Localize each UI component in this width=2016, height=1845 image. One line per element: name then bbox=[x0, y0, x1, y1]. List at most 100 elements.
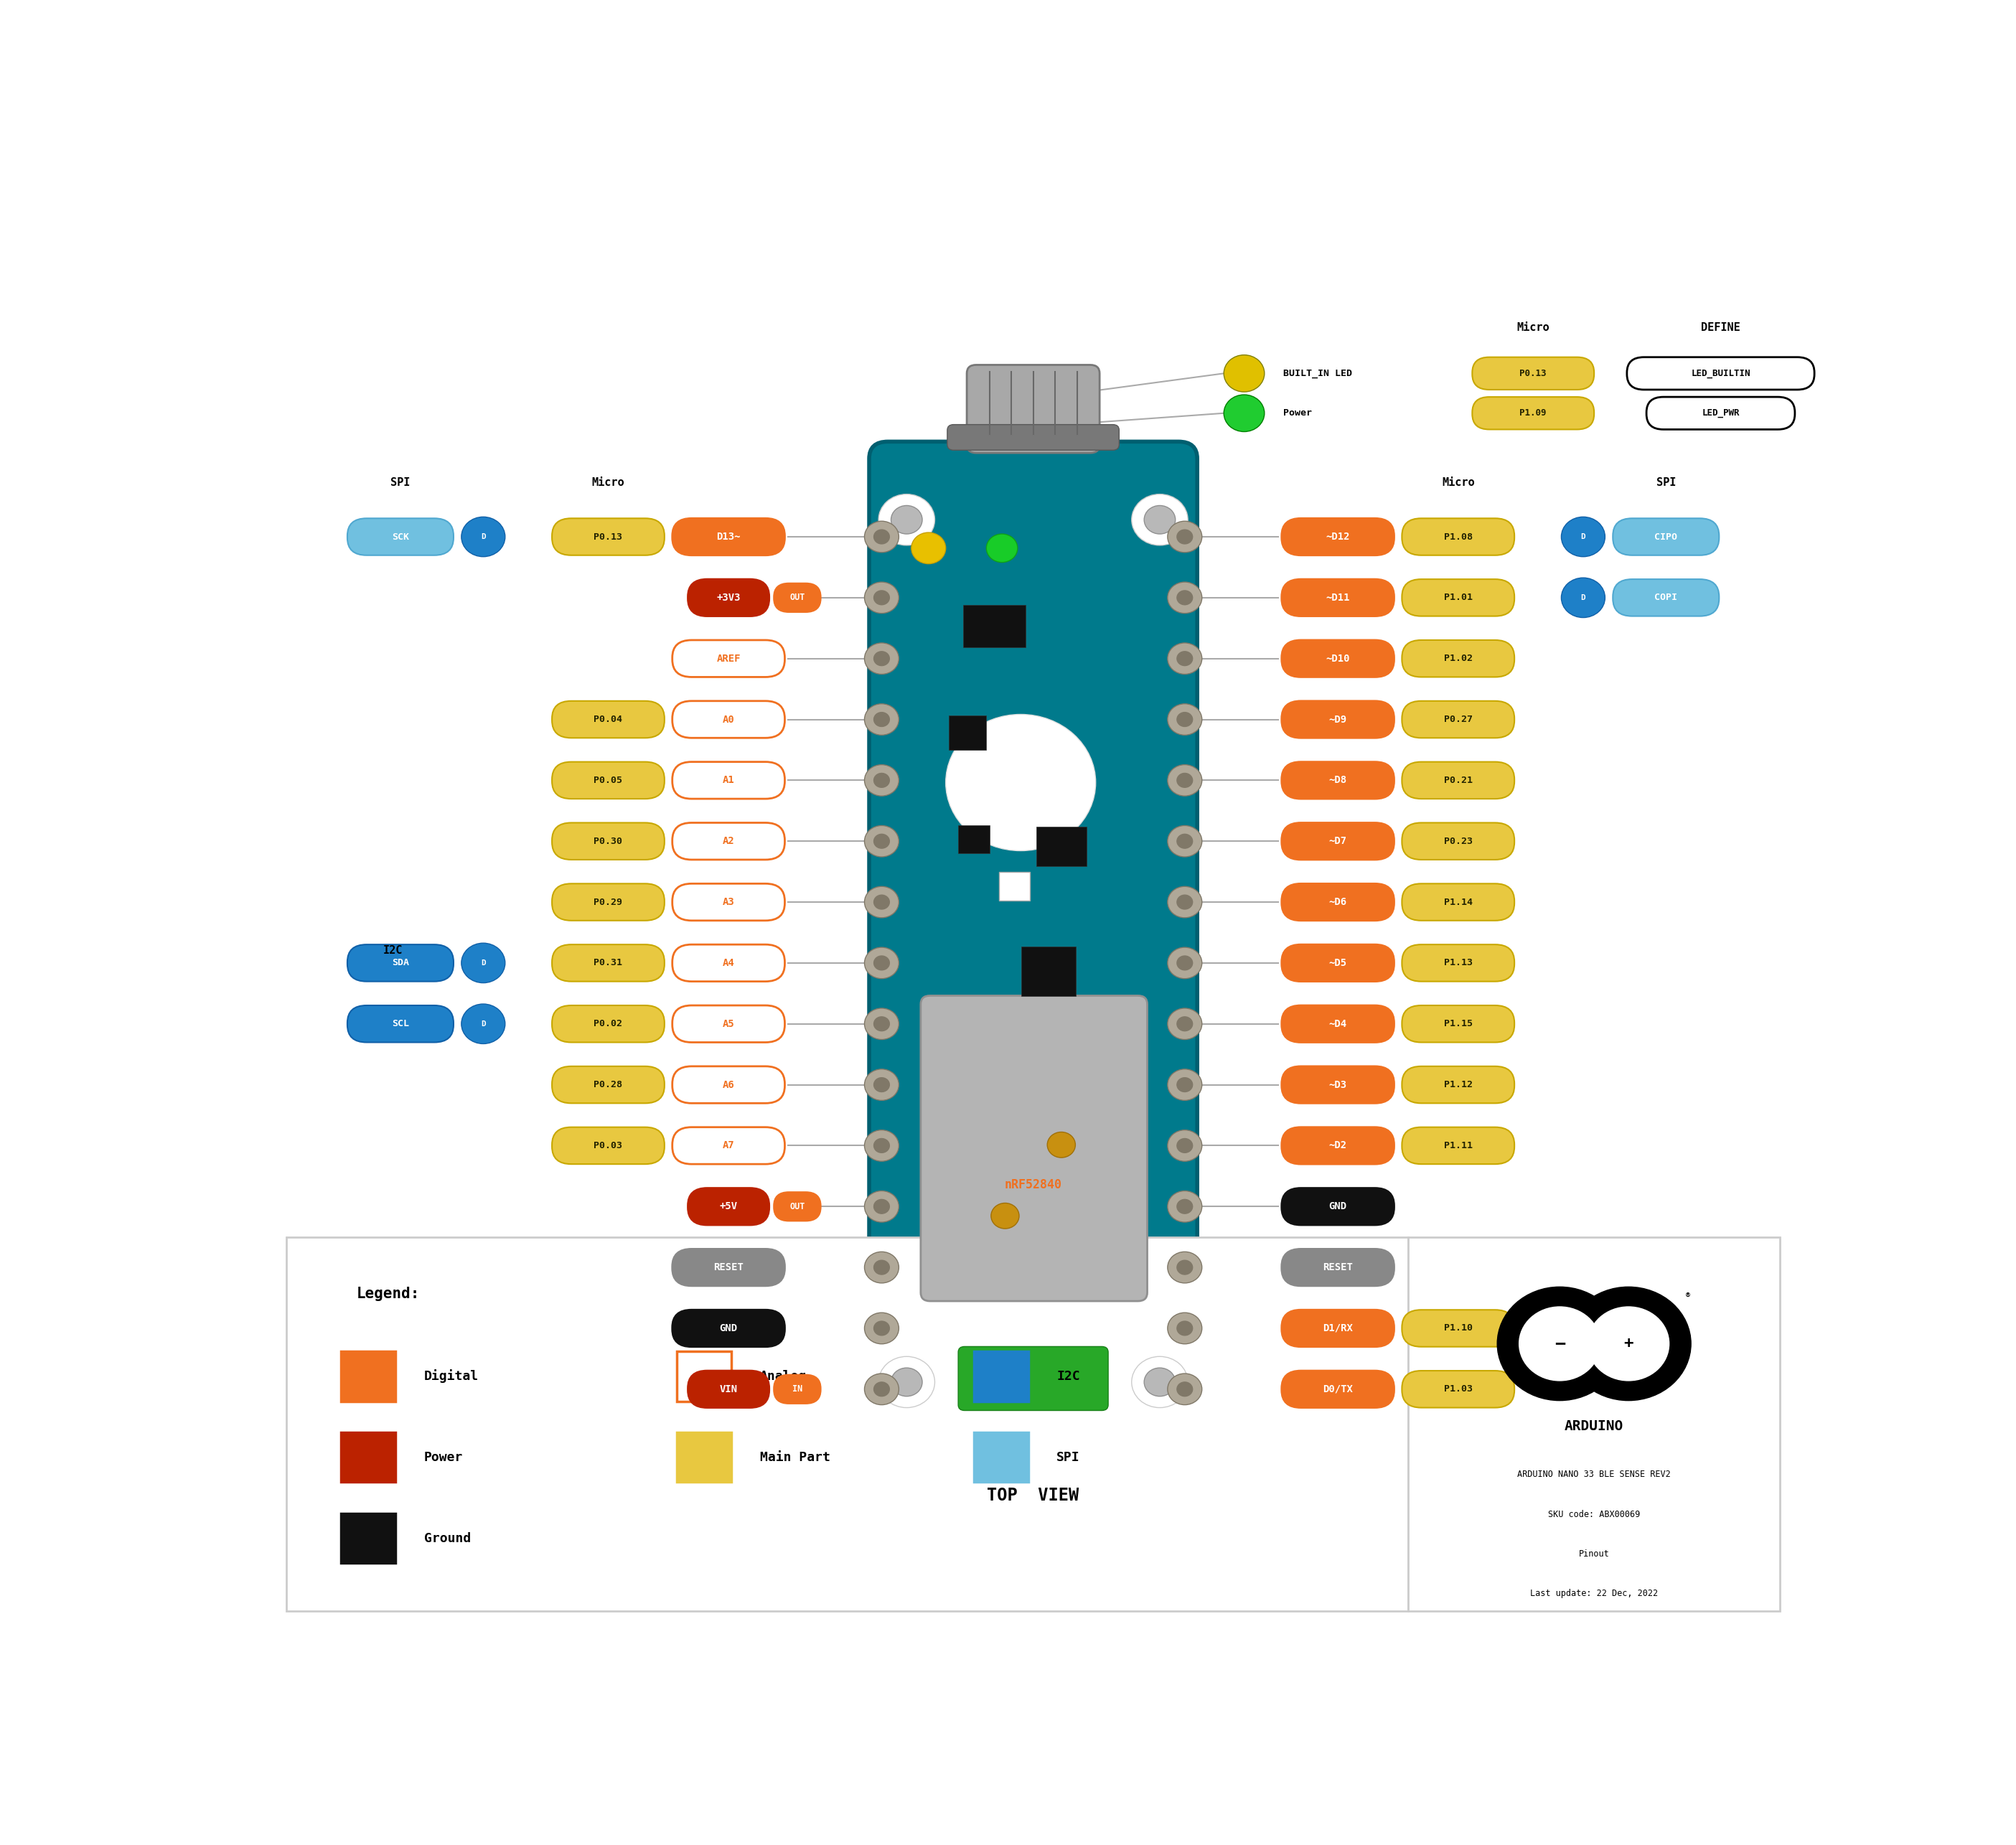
FancyBboxPatch shape bbox=[774, 1375, 821, 1404]
FancyBboxPatch shape bbox=[687, 579, 770, 616]
Circle shape bbox=[1177, 1260, 1193, 1275]
Text: A5: A5 bbox=[722, 1018, 734, 1030]
Circle shape bbox=[873, 773, 889, 788]
Text: LED_BUILTIN: LED_BUILTIN bbox=[1691, 369, 1750, 378]
Circle shape bbox=[1566, 1288, 1691, 1400]
FancyBboxPatch shape bbox=[958, 1347, 1109, 1410]
Circle shape bbox=[1177, 834, 1193, 849]
Circle shape bbox=[911, 533, 946, 565]
Text: A1: A1 bbox=[722, 775, 734, 786]
Circle shape bbox=[462, 517, 506, 557]
FancyBboxPatch shape bbox=[552, 701, 665, 738]
Text: Pinout: Pinout bbox=[1579, 1550, 1609, 1559]
FancyBboxPatch shape bbox=[1401, 884, 1514, 921]
Circle shape bbox=[1177, 651, 1193, 666]
Circle shape bbox=[1167, 581, 1202, 613]
Text: P0.04: P0.04 bbox=[595, 714, 623, 723]
Text: ~D7: ~D7 bbox=[1329, 836, 1347, 847]
Circle shape bbox=[1167, 520, 1202, 552]
Circle shape bbox=[873, 956, 889, 970]
Text: SPI: SPI bbox=[391, 478, 409, 489]
FancyBboxPatch shape bbox=[286, 1238, 1407, 1611]
Text: Micro: Micro bbox=[1516, 323, 1550, 334]
Circle shape bbox=[891, 1367, 921, 1397]
FancyBboxPatch shape bbox=[974, 1352, 1028, 1400]
FancyBboxPatch shape bbox=[671, 1127, 784, 1164]
Text: Main Part: Main Part bbox=[760, 1450, 831, 1463]
Circle shape bbox=[1224, 354, 1264, 391]
Text: A2: A2 bbox=[722, 836, 734, 847]
FancyBboxPatch shape bbox=[968, 365, 1099, 454]
Text: DEFINE: DEFINE bbox=[1702, 323, 1740, 334]
Circle shape bbox=[1167, 1068, 1202, 1100]
FancyBboxPatch shape bbox=[1282, 1249, 1395, 1286]
Circle shape bbox=[865, 1129, 899, 1161]
Circle shape bbox=[879, 1356, 935, 1408]
Text: VIN: VIN bbox=[720, 1384, 738, 1395]
Circle shape bbox=[865, 1373, 899, 1404]
Text: Last update: 22 Dec, 2022: Last update: 22 Dec, 2022 bbox=[1530, 1589, 1657, 1598]
Circle shape bbox=[873, 1321, 889, 1336]
FancyBboxPatch shape bbox=[671, 884, 784, 921]
Text: ®: ® bbox=[1685, 1291, 1689, 1299]
FancyBboxPatch shape bbox=[671, 701, 784, 738]
Text: P0.13: P0.13 bbox=[595, 531, 623, 541]
FancyBboxPatch shape bbox=[671, 518, 784, 555]
FancyBboxPatch shape bbox=[552, 945, 665, 982]
Text: P0.13: P0.13 bbox=[1520, 369, 1546, 378]
Text: P1.03: P1.03 bbox=[1443, 1384, 1472, 1393]
FancyBboxPatch shape bbox=[1647, 397, 1794, 430]
Text: ~D9: ~D9 bbox=[1329, 714, 1347, 725]
FancyBboxPatch shape bbox=[552, 1006, 665, 1042]
Text: ~D11: ~D11 bbox=[1327, 592, 1351, 603]
Circle shape bbox=[865, 1007, 899, 1039]
Circle shape bbox=[1177, 1138, 1193, 1153]
Text: P0.27: P0.27 bbox=[1443, 714, 1472, 723]
Circle shape bbox=[1167, 1007, 1202, 1039]
Text: A7: A7 bbox=[722, 1140, 734, 1151]
FancyBboxPatch shape bbox=[347, 945, 454, 982]
FancyBboxPatch shape bbox=[1282, 1127, 1395, 1164]
FancyBboxPatch shape bbox=[1613, 518, 1720, 555]
Circle shape bbox=[873, 1077, 889, 1092]
FancyBboxPatch shape bbox=[552, 823, 665, 860]
Text: LED_PWR: LED_PWR bbox=[1702, 408, 1740, 417]
Circle shape bbox=[873, 1138, 889, 1153]
FancyBboxPatch shape bbox=[347, 518, 454, 555]
FancyBboxPatch shape bbox=[1282, 701, 1395, 738]
Text: +: + bbox=[1623, 1336, 1633, 1351]
Circle shape bbox=[992, 1203, 1020, 1229]
Text: +5V: +5V bbox=[720, 1201, 738, 1212]
Circle shape bbox=[865, 886, 899, 917]
Circle shape bbox=[891, 506, 921, 533]
Text: P0.03: P0.03 bbox=[595, 1140, 623, 1149]
Text: SDA: SDA bbox=[391, 958, 409, 967]
Circle shape bbox=[1589, 1306, 1669, 1380]
FancyBboxPatch shape bbox=[1282, 945, 1395, 982]
Circle shape bbox=[1167, 764, 1202, 795]
FancyBboxPatch shape bbox=[974, 1432, 1028, 1482]
Text: Power: Power bbox=[1284, 408, 1312, 417]
FancyBboxPatch shape bbox=[552, 762, 665, 799]
Text: OUT: OUT bbox=[790, 592, 804, 601]
Circle shape bbox=[873, 834, 889, 849]
Text: P1.11: P1.11 bbox=[1443, 1140, 1472, 1149]
FancyBboxPatch shape bbox=[671, 762, 784, 799]
Text: P0.29: P0.29 bbox=[595, 897, 623, 906]
FancyBboxPatch shape bbox=[1401, 1127, 1514, 1164]
FancyBboxPatch shape bbox=[774, 583, 821, 613]
Circle shape bbox=[1560, 517, 1605, 557]
Circle shape bbox=[879, 494, 935, 546]
Text: ~D8: ~D8 bbox=[1329, 775, 1347, 786]
Text: P1.09: P1.09 bbox=[1520, 408, 1546, 417]
Text: P0.31: P0.31 bbox=[595, 958, 623, 967]
FancyBboxPatch shape bbox=[1282, 518, 1395, 555]
Circle shape bbox=[865, 1251, 899, 1282]
Circle shape bbox=[1520, 1306, 1601, 1380]
Text: D: D bbox=[1581, 533, 1587, 541]
Circle shape bbox=[1177, 590, 1193, 605]
FancyBboxPatch shape bbox=[950, 716, 986, 749]
Circle shape bbox=[873, 651, 889, 666]
FancyBboxPatch shape bbox=[1401, 579, 1514, 616]
FancyBboxPatch shape bbox=[1282, 579, 1395, 616]
